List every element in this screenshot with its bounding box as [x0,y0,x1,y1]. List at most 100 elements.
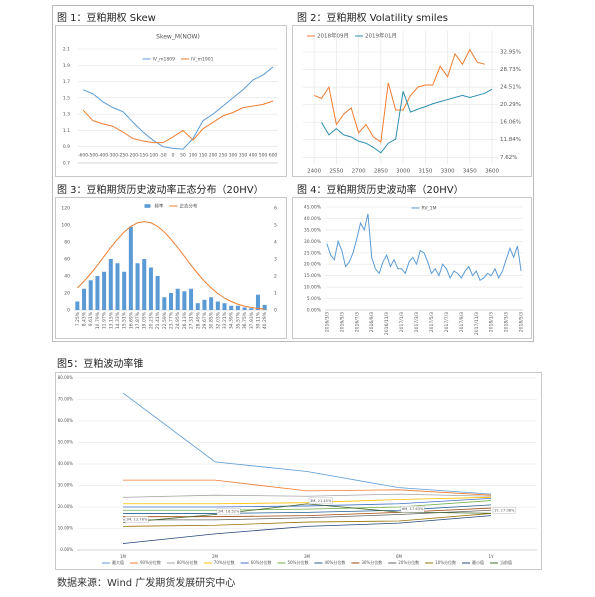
series-line [122,493,492,498]
source-note: 数据来源：Wind 广发期货发展研究中心 [57,578,236,589]
data-label-box [492,507,516,514]
y-tick-label: 25.00% [304,250,322,256]
x-tick-label: -500 [88,153,98,159]
x-tick-label: 400 [249,153,258,159]
legend-label: 正态分布 [180,203,198,210]
series-line [123,507,492,518]
x-tick-label: 35.57% [235,311,241,329]
bar [229,305,234,310]
y-tick-label: 80.00% [58,375,73,380]
series-line [123,504,492,514]
y2-tick-label: 3 [274,257,277,263]
series-line [123,500,492,511]
series-line [123,479,492,496]
series-line [123,496,492,505]
figure-caption: 图 2：豆粕期权 Volatility smiles [297,13,448,24]
legend: 最大值 90%分位数 80%分位数 70%分位数 60%分位数 50%分位数 40%分位数 3… [101,559,512,565]
x-tick-label: 100 [189,153,198,159]
y-tick-label: 0.9 [63,144,70,150]
x-tick-label: 22.59% [162,311,168,329]
bar [189,288,194,310]
y-tick-label: 2.1 [63,47,70,53]
legend-label: 70%分位数 [214,559,235,565]
x-tick-label: 0 [172,153,175,159]
y-tick-label: 120 [61,206,70,212]
bar [82,288,87,310]
data-label: 3M, 21.45% [310,499,332,503]
x-tick-label: 3M [304,554,311,559]
bar [135,263,140,310]
bar [108,259,113,310]
y-tick-label: 0.00% [60,547,73,552]
y2-tick-label: 4 [274,240,277,246]
legend-label: 频率 [155,203,164,210]
y-tick-label: 40.00% [304,216,322,222]
bar [182,291,187,310]
x-tick-label: 350 [239,153,248,159]
y-tick-label: 7.62% [500,155,517,161]
bar [255,294,260,310]
y-tick-label: 100 [61,223,70,229]
series-line [326,213,522,281]
data-label: 1Y, 17.08% [494,508,515,512]
x-tick-label: 13.15% [108,311,114,329]
bar [209,297,214,310]
x-tick-label: 600 [269,153,278,159]
bar [175,288,180,310]
legend: 频率 正态分布 [144,203,198,210]
x-tick-label: 23.77% [169,311,175,329]
x-tick-label: 28.49% [195,311,201,329]
y-tick-label: 20.29% [500,102,521,108]
x-tick-label: 6M [396,554,403,559]
bar [102,271,107,310]
y-tick-label: 0.00% [307,308,322,314]
series-line [321,88,493,154]
x-tick-label: 2550 [329,169,343,175]
x-tick-label: 150 [199,153,208,159]
chart: 0.00% 5.00% 10.00% 15.00% 20.00% 25.00% 30.00%… [304,205,525,336]
x-tick-label: 3300 [441,169,455,175]
figure-caption: 图 1：豆粕期权 Skew [57,13,156,24]
x-tick-label: 29.67% [202,311,208,329]
x-tick-label: 250 [219,153,228,159]
chart: Skew_M(NOW)0.70.91.11.31.51.71.92.1-600-… [63,34,278,167]
x-tick-label: 2016/9/3 [369,312,375,332]
y2-tick-label: 5 [274,223,277,229]
legend-swatch [144,204,151,208]
chart-box: 0.00% 10.00% 20.00% 30.00% 40.00% 50.00% 60.00… [55,372,542,570]
x-tick-label: 20.23% [148,311,154,329]
series-line [122,515,492,544]
x-tick-label: 2017/7/3 [444,312,450,332]
x-tick-label: 33.21% [222,311,228,329]
series-line [123,509,492,521]
x-tick-label: 11.97% [102,311,108,329]
x-tick-label: 3150 [418,169,432,175]
y2-tick-label: 1 [274,291,277,297]
y-tick-label: 30.00% [304,239,322,245]
data-label-box [216,508,241,515]
y-tick-label: 28.73% [500,67,521,73]
y-tick-label: 40.00% [58,461,73,466]
bar [162,297,167,310]
series-line [123,498,492,508]
legend-label: RV_1M [422,206,437,212]
data-label: 2M, 16.52% [218,509,240,513]
y-tick-label: 0.7 [63,161,70,167]
y-tick-label: 1.1 [63,128,70,134]
figure-caption: 图 3：豆粕期货历史波动率正态分布（20HV） [57,185,264,196]
y-tick-label: 1.9 [63,63,70,69]
bar [235,305,240,310]
x-tick-label: 2016/5/3 [339,312,345,332]
y-tick-label: 20.00% [304,262,322,268]
x-tick-label: 32.03% [215,311,221,329]
bar [215,301,220,310]
bar [222,303,227,310]
x-tick-label: 1M [120,554,127,559]
x-tick-label: 2M [212,554,219,559]
x-tick-label: 1Y [489,554,495,559]
bar [168,293,174,310]
x-tick-label: 2700 [352,169,366,175]
legend-label: 2018年09月 [317,32,349,40]
x-tick-label: 26.13% [182,311,188,329]
